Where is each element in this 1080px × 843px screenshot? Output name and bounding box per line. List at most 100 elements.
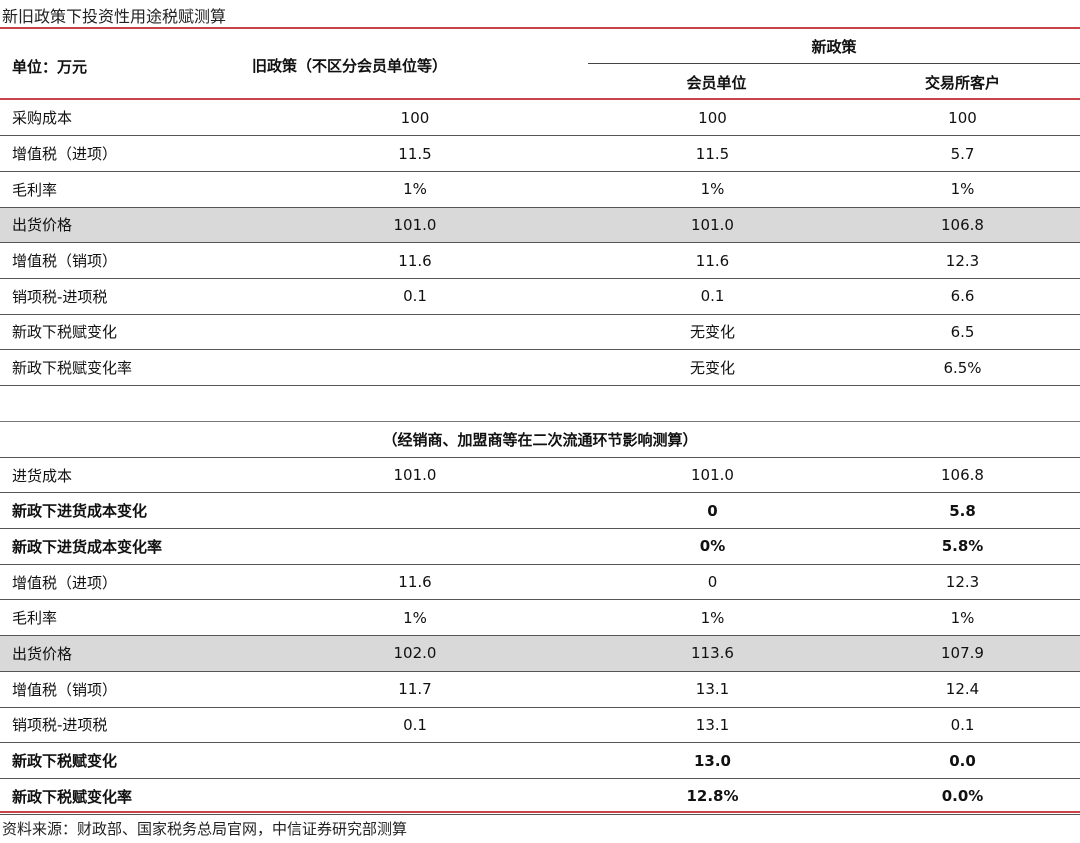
client-cell: 5.8% [845, 528, 1080, 565]
old-policy-cell [250, 492, 580, 530]
table-row: 增值税（销项） 11.6 11.6 12.3 [0, 242, 1080, 279]
old-policy-cell: 1% [250, 171, 580, 208]
unit-label: 单位：万元 [12, 58, 88, 76]
client-cell: 106.8 [845, 207, 1080, 244]
old-policy-cell: 1% [250, 599, 580, 637]
member-cell: 101.0 [580, 207, 845, 244]
member-cell: 0.1 [580, 278, 845, 315]
section-header-row: （经销商、加盟商等在二次流通环节影响测算） [0, 421, 1080, 458]
table-row: 出货价格 102.0 113.6 107.9 [0, 635, 1080, 672]
client-cell: 0.0 [845, 742, 1080, 779]
row-label: 毛利率 [0, 599, 250, 637]
row-label: 新政下税赋变化 [0, 314, 250, 351]
row-label: 毛利率 [0, 171, 250, 208]
old-policy-cell: 11.6 [250, 242, 580, 279]
row-label: 销项税-进项税 [0, 278, 250, 315]
table-row: 进货成本 101.0 101.0 106.8 [0, 457, 1080, 494]
member-cell: 无变化 [580, 349, 845, 386]
client-cell: 6.5 [845, 314, 1080, 351]
table-row: 出货价格 101.0 101.0 106.8 [0, 207, 1080, 244]
table-row: 采购成本 100 100 100 [0, 100, 1080, 137]
member-cell: 13.1 [580, 671, 845, 708]
client-cell: 12.3 [845, 242, 1080, 279]
old-policy-cell: 100 [250, 100, 580, 137]
client-cell: 6.6 [845, 278, 1080, 315]
old-policy-cell: 11.7 [250, 671, 580, 708]
member-cell: 100 [580, 100, 845, 137]
row-label: 进货成本 [0, 457, 250, 494]
table-row: 新政下税赋变化 13.0 0.0 [0, 742, 1080, 779]
client-cell: 1% [845, 599, 1080, 637]
row-label: 出货价格 [0, 635, 250, 672]
client-cell: 5.8 [845, 492, 1080, 530]
row-label: 采购成本 [0, 100, 250, 137]
client-cell: 0.1 [845, 707, 1080, 744]
member-header: 会员单位 [686, 74, 747, 92]
old-policy-cell: 102.0 [250, 635, 580, 672]
row-label: 销项税-进项税 [0, 707, 250, 744]
row-label: 新政下税赋变化率 [0, 778, 250, 815]
client-cell: 1% [845, 171, 1080, 208]
old-policy-cell [250, 314, 580, 351]
client-cell: 0.0% [845, 778, 1080, 815]
old-policy-cell [250, 742, 580, 779]
member-cell: 1% [580, 171, 845, 208]
old-policy-cell: 0.1 [250, 278, 580, 315]
table-row: 新政下进货成本变化率 0% 5.8% [0, 528, 1080, 565]
source-note: 资料来源：财政部、国家税务总局官网，中信证券研究部测算 [2, 820, 408, 838]
table-row: 新政下税赋变化率 12.8% 0.0% [0, 778, 1080, 815]
table-row: 增值税（进项） 11.6 0 12.3 [0, 564, 1080, 601]
member-cell: 113.6 [580, 635, 845, 672]
section2-title: （经销商、加盟商等在二次流通环节影响测算） [0, 421, 1080, 458]
old-policy-cell [250, 528, 580, 565]
old-policy-cell: 101.0 [250, 457, 580, 494]
top-divider [0, 27, 1080, 29]
table-row: 增值税（进项） 11.5 11.5 5.7 [0, 135, 1080, 172]
row-label: 出货价格 [0, 207, 250, 244]
table-row: 新政下税赋变化 无变化 6.5 [0, 314, 1080, 351]
old-policy-cell [250, 778, 580, 815]
header-divider [0, 98, 1080, 100]
table-title: 新旧政策下投资性用途税赋测算 [2, 7, 227, 26]
member-cell: 101.0 [580, 457, 845, 494]
member-cell: 无变化 [580, 314, 845, 351]
row-label: 新政下进货成本变化率 [0, 528, 250, 565]
bottom-divider [0, 811, 1080, 813]
row-label: 增值税（进项） [0, 135, 250, 172]
spacer-row [0, 385, 1080, 422]
client-cell: 12.4 [845, 671, 1080, 708]
member-cell: 0% [580, 528, 845, 565]
spacer-cell [0, 385, 1080, 422]
table-row: 增值税（销项） 11.7 13.1 12.4 [0, 671, 1080, 708]
member-cell: 1% [580, 599, 845, 637]
header-subdivider [588, 63, 1080, 64]
old-policy-cell [250, 349, 580, 386]
member-cell: 11.6 [580, 242, 845, 279]
table-row: 新政下税赋变化率 无变化 6.5% [0, 349, 1080, 386]
client-cell: 106.8 [845, 457, 1080, 494]
member-cell: 12.8% [580, 778, 845, 815]
old-policy-cell: 0.1 [250, 707, 580, 744]
old-policy-cell: 11.5 [250, 135, 580, 172]
row-label: 增值税（进项） [0, 564, 250, 601]
exchange-client-header: 交易所客户 [924, 74, 1000, 92]
row-label: 新政下税赋变化 [0, 742, 250, 779]
client-cell: 5.7 [845, 135, 1080, 172]
member-cell: 11.5 [580, 135, 845, 172]
tax-table: 采购成本 100 100 100 增值税（进项） 11.5 11.5 5.7 毛利率 1% 1% 1%… [0, 100, 1080, 815]
row-label: 增值税（销项） [0, 242, 250, 279]
table-row: 销项税-进项税 0.1 0.1 6.6 [0, 278, 1080, 315]
member-cell: 0 [580, 564, 845, 601]
table-row: 新政下进货成本变化 0 5.8 [0, 492, 1080, 530]
client-cell: 6.5% [845, 349, 1080, 386]
client-cell: 12.3 [845, 564, 1080, 601]
client-cell: 100 [845, 100, 1080, 137]
member-cell: 13.1 [580, 707, 845, 744]
table-row: 毛利率 1% 1% 1% [0, 171, 1080, 208]
row-label: 新政下进货成本变化 [0, 492, 250, 530]
old-policy-cell: 101.0 [250, 207, 580, 244]
member-cell: 0 [580, 492, 845, 530]
old-policy-cell: 11.6 [250, 564, 580, 601]
member-cell: 13.0 [580, 742, 845, 779]
table-row: 销项税-进项税 0.1 13.1 0.1 [0, 707, 1080, 744]
